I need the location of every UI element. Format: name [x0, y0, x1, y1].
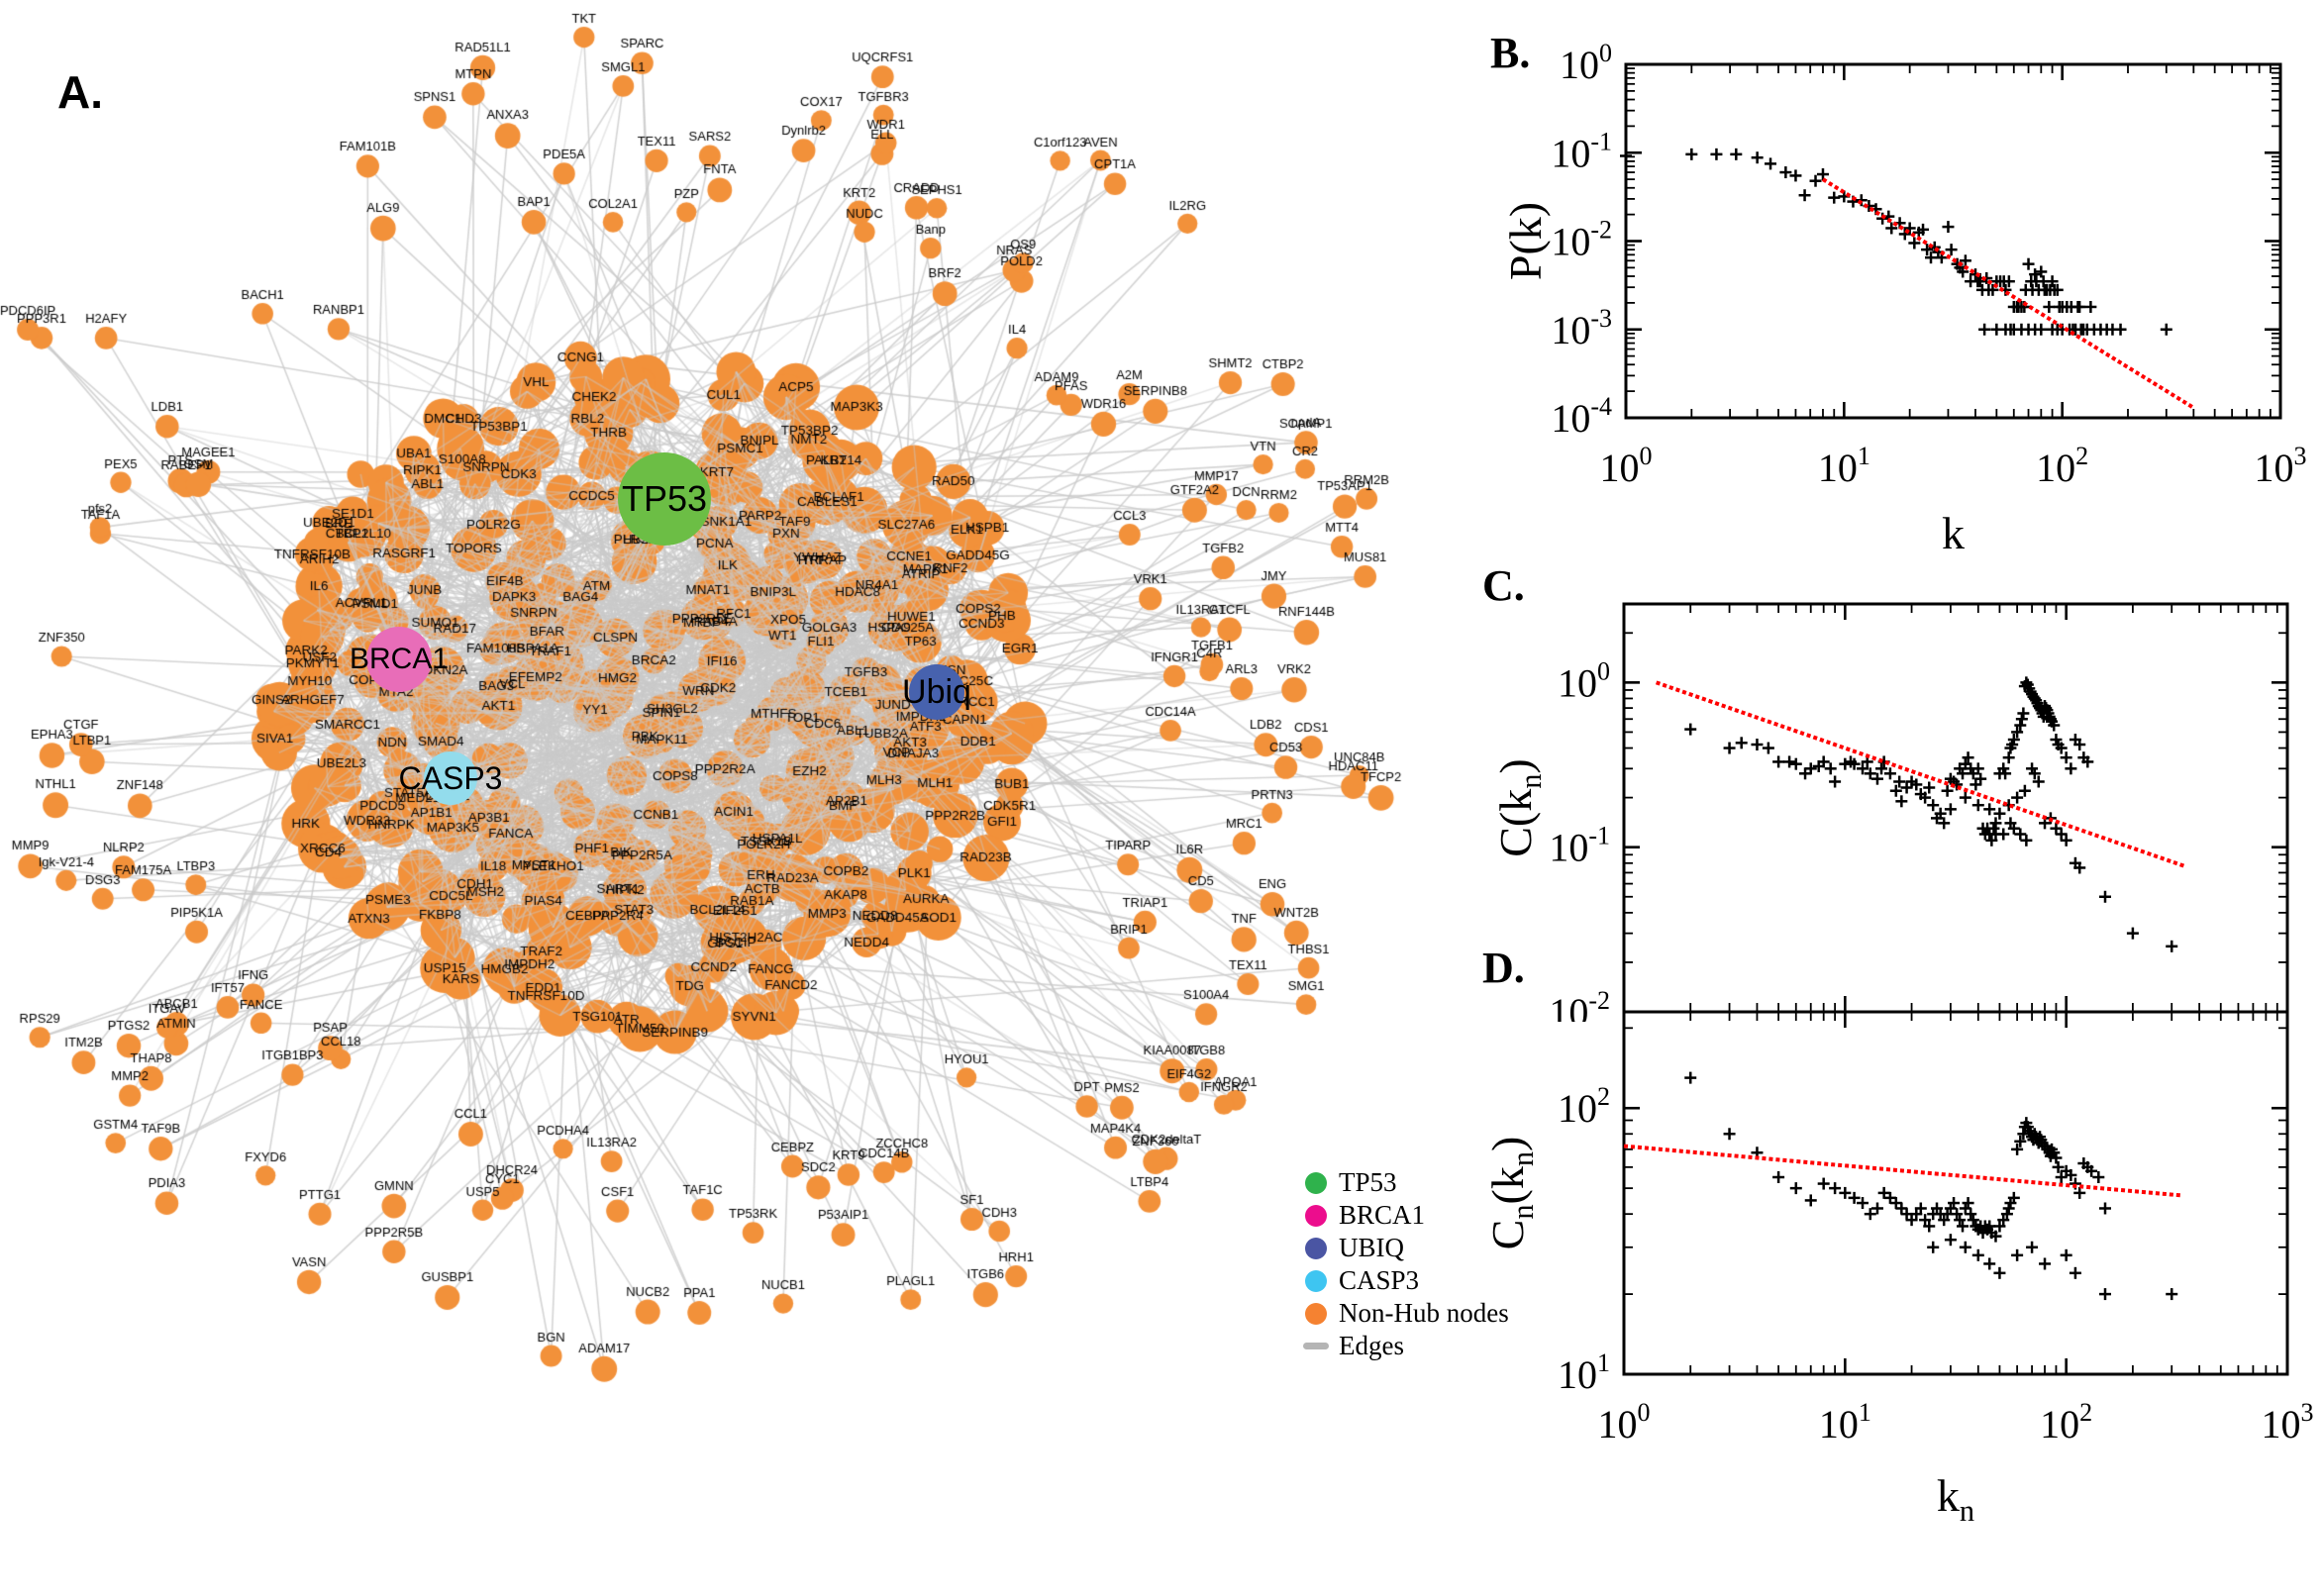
axis-title: P(k) [1500, 202, 1551, 280]
legend-item-ubiq: UBIQ [1305, 1232, 1509, 1264]
hub-label-brca1: BRCA1 [349, 643, 450, 675]
fit-line [1655, 680, 2187, 869]
tick-label: 100 [1558, 656, 1610, 705]
axis [1622, 1010, 2289, 1376]
edge-swatch-icon [1303, 1343, 1329, 1349]
axis [1624, 62, 2282, 420]
tick-label: 102 [2040, 1398, 2092, 1446]
tick-label: 100 [1598, 1398, 1651, 1446]
axis-title: k [1942, 508, 1965, 558]
tick-label: 103 [2262, 1398, 2314, 1446]
legend-item-nonhub: Non-Hub nodes [1305, 1297, 1509, 1330]
panel-b-label: B. [1490, 29, 1531, 77]
hub-node-ubiq[interactable]: Ubiq [902, 664, 971, 720]
tick-label: 101 [1819, 1398, 1871, 1446]
tp53-swatch-icon [1305, 1171, 1327, 1194]
hub-label-tp53: TP53 [621, 478, 708, 519]
axis-title: kn [1937, 1470, 1974, 1528]
tick-label: 102 [2036, 442, 2088, 490]
hub-label-ubiq: Ubiq [902, 672, 971, 711]
legend-label: TP53 [1339, 1167, 1397, 1197]
legend-label: Edges [1339, 1331, 1404, 1360]
tick-label: 102 [1558, 1082, 1610, 1131]
axis [1622, 602, 2289, 1014]
legend-label: Non-Hub nodes [1339, 1298, 1509, 1328]
tick-label: 10-4 [1551, 392, 1612, 441]
hub-node-tp53[interactable]: TP53 [618, 452, 711, 546]
nonhub-swatch-icon [1305, 1302, 1327, 1325]
fit-line [1821, 177, 2195, 410]
legend-label: CASP3 [1339, 1265, 1420, 1295]
tick-label: 10-2 [1551, 216, 1612, 264]
tick-label: 101 [1558, 1348, 1610, 1397]
legend-item-edges: Edges [1303, 1330, 1509, 1362]
hub-label-casp3: CASP3 [398, 759, 503, 796]
legend-label: UBIQ [1339, 1233, 1404, 1262]
fit-line [1623, 1144, 2181, 1198]
legend-item-tp53: TP53 [1305, 1166, 1509, 1199]
brca1-swatch-icon [1305, 1204, 1327, 1227]
ubiq-swatch-icon [1305, 1237, 1327, 1259]
tick-label: 10-1 [1549, 822, 1610, 870]
hub-node-casp3[interactable]: CASP3 [399, 751, 502, 805]
axis-title: Cn(kn) [1482, 1137, 1540, 1250]
data-points [1684, 676, 2178, 952]
panel-d-label: D. [1482, 944, 1525, 992]
tick-labels: 100 10-1 10-2 [1549, 656, 1610, 1022]
hub-node-brca1[interactable]: BRCA1 [350, 627, 449, 692]
tick-label: 101 [1818, 442, 1870, 490]
panel-a-label: A. [57, 66, 103, 118]
casp3-swatch-icon [1305, 1269, 1327, 1292]
legend-label: BRCA1 [1339, 1200, 1426, 1230]
tick-label: 100 [1600, 442, 1653, 490]
tick-labels: 100 101 102 103 100 10-1 10-2 10-3 10-4 [1551, 39, 2306, 490]
tick-label: 10-3 [1551, 304, 1612, 352]
tick-label: 10-2 [1549, 986, 1610, 1022]
plot-pk: 100 101 102 103 100 10-1 10-2 10-3 10-4 k P(k) [1500, 39, 2307, 558]
panel-c-label: C. [1482, 561, 1525, 610]
plot-ckn: 100 10-1 10-2 C(kn) [1490, 602, 2289, 1022]
legend-item-brca1: BRCA1 [1305, 1199, 1509, 1232]
tick-label: 103 [2255, 442, 2307, 490]
tick-label: 10-1 [1551, 127, 1612, 175]
tick-label: 100 [1560, 39, 1612, 87]
legend: TP53 BRCA1 UBIQ CASP3 Non-Hub nodes Edge… [1303, 1166, 1509, 1362]
data-points [1620, 148, 2172, 336]
axis-title: C(kn) [1490, 758, 1548, 857]
data-points [1684, 1071, 2178, 1301]
legend-item-casp3: CASP3 [1305, 1264, 1509, 1297]
network-canvas [0, 0, 1465, 1596]
